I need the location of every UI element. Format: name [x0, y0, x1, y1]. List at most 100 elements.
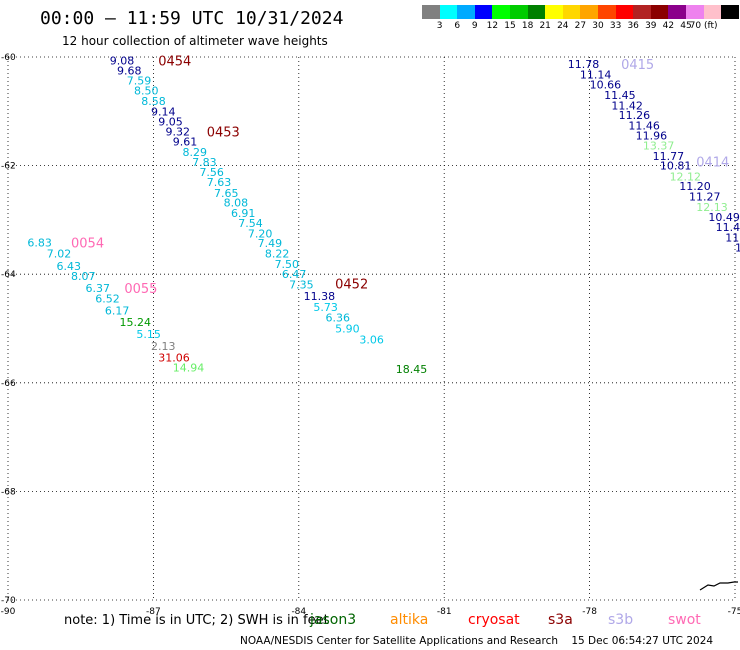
wave-height-label: 11.54	[725, 231, 740, 244]
map-axis-ticks: -90 -87 -84 -81 -78 -75 -60 -62 -64 -66 -68 -70	[1, 53, 740, 617]
colorbar-swatch	[527, 5, 546, 19]
colorbar-swatch	[668, 5, 686, 19]
page-subtitle: 12 hour collection of altimeter wave hei…	[62, 34, 328, 48]
lat-tick-label: -68	[1, 487, 16, 497]
wave-height-label: 11.20	[679, 180, 711, 193]
footnote: note: 1) Time is in UTC; 2) SWH is in fe…	[64, 613, 329, 628]
wave-height-label: 5.15	[136, 328, 161, 341]
wave-height-label: 9.05	[158, 116, 183, 129]
pass-time-label: 0452	[335, 277, 368, 292]
wave-height-label: 6.91	[231, 207, 256, 220]
wave-height-label: 11.46	[628, 119, 660, 132]
wave-height-label: 11.38	[304, 290, 336, 303]
wave-height-label: 6.52	[95, 293, 120, 306]
colorbar-swatch	[633, 5, 651, 19]
lon-tick-label: -81	[437, 607, 452, 617]
wave-height-label: 13.37	[643, 140, 675, 153]
colorbar-label: 30	[592, 21, 604, 31]
lat-tick-label: -62	[1, 162, 16, 172]
wave-height-label: 9.14	[151, 105, 176, 118]
wave-height-label: 12.12	[670, 170, 702, 183]
colorbar-label: 24	[557, 21, 569, 31]
wave-height-label: 7.56	[199, 166, 224, 179]
wave-height-label: 11.78	[568, 58, 600, 71]
wave-height-label: 7.35	[289, 279, 314, 292]
wave-height-label: 7.49	[258, 237, 283, 250]
wave-height-label: 8.50	[134, 85, 159, 98]
colorbar-label: 15	[504, 21, 516, 31]
wave-height-label: 8.22	[265, 248, 290, 261]
colorbar-swatch	[721, 5, 739, 19]
lon-tick-label: -75	[728, 607, 740, 617]
pass-time-label: 0055	[124, 282, 157, 297]
wave-height-label: 5.73	[313, 301, 338, 314]
wave-height-label: 15.24	[119, 316, 150, 329]
wave-height-label: 10.81	[660, 160, 692, 173]
wave-height-label: 10.49	[708, 211, 740, 224]
wave-height-label: 8.29	[182, 146, 207, 159]
colorbar-label: 9	[471, 21, 478, 31]
pass-time-label: 0453	[207, 125, 240, 140]
satellite-legend-item: cryosat	[468, 612, 520, 628]
wave-height-label: 7.63	[207, 176, 232, 189]
lat-tick-label: -66	[1, 379, 16, 389]
wave-height-label: 6.17	[105, 305, 130, 318]
wave-height-label: 11.42	[716, 221, 740, 234]
wave-height-label: 8.58	[141, 95, 166, 108]
wave-height-label: 8.07	[71, 270, 96, 283]
colorbar-swatch	[545, 5, 563, 19]
wave-height-label: 7.02	[47, 248, 71, 261]
lat-tick-label: -64	[1, 270, 16, 280]
wave-height-label: 18.45	[396, 363, 428, 376]
colorbar-swatch	[492, 5, 510, 19]
colorbar-swatch	[474, 5, 493, 19]
wave-height-label: 11.26	[619, 109, 651, 122]
altimeter-tracks: 9.089.687.598.508.589.149.059.329.61 0454…	[27, 54, 740, 432]
wave-height-label: 9.32	[166, 125, 191, 138]
footer-generated: 15 Dec 06:54:27 UTC 2024	[571, 635, 714, 647]
lon-tick-label: -90	[1, 607, 16, 617]
colorbar-label: 6	[454, 21, 461, 31]
footer-org: NOAA/NESDIS Center for Satellite Applica…	[240, 635, 558, 647]
wave-height-label: 10.66	[590, 79, 622, 92]
wave-height-label: 9.08	[110, 54, 135, 67]
lon-tick-label: -78	[582, 607, 597, 617]
wave-height-label: 7.54	[238, 217, 263, 230]
wave-height-label: 7.50	[275, 258, 300, 271]
wave-height-label: 12.13	[696, 201, 728, 214]
map-grid	[7, 56, 736, 601]
satellite-legend-item: s3b	[608, 612, 634, 628]
colorbar-swatch	[562, 5, 581, 19]
wave-height-label: 11.27	[689, 191, 721, 204]
colorbar-swatch	[650, 5, 669, 19]
wave-height-label: 11.0	[735, 242, 740, 255]
colorbar-swatch	[439, 5, 458, 19]
wave-height-label: 7.20	[248, 227, 273, 240]
colorbar-label: 36	[627, 21, 639, 31]
wave-height-label: 11.42	[611, 99, 643, 112]
colorbar-swatch	[703, 5, 722, 19]
colorbar-label: 39	[645, 21, 657, 31]
colorbar-swatch	[597, 5, 616, 19]
wave-height-label: 14.94	[173, 362, 205, 375]
colorbar-swatch	[509, 5, 528, 19]
wave-height-label: 6.47	[282, 268, 307, 281]
colorbar-label: 33	[609, 21, 622, 31]
colorbar-label: 18	[521, 21, 534, 31]
wave-height-label: 8.08	[224, 197, 249, 210]
colorbar-label: 3	[436, 21, 443, 31]
pass-time-label: 0054	[71, 237, 104, 252]
wave-height-label: 3.06	[359, 333, 384, 346]
wave-height-label: 6.43	[56, 260, 81, 273]
wave-height-label: 6.36	[325, 312, 350, 325]
wave-height-label: 11.14	[580, 68, 612, 81]
wave-height-label: 11.45	[604, 89, 636, 102]
satellite-legend-item: jason3	[310, 612, 357, 628]
lon-tick-label: -87	[146, 607, 161, 617]
wave-height-label: 11.96	[636, 130, 668, 143]
wave-height-label: 6.37	[86, 282, 111, 295]
colorbar-label: 12	[486, 21, 499, 31]
colorbar-swatch	[422, 5, 440, 19]
pass-time-label: 0414	[696, 155, 729, 170]
